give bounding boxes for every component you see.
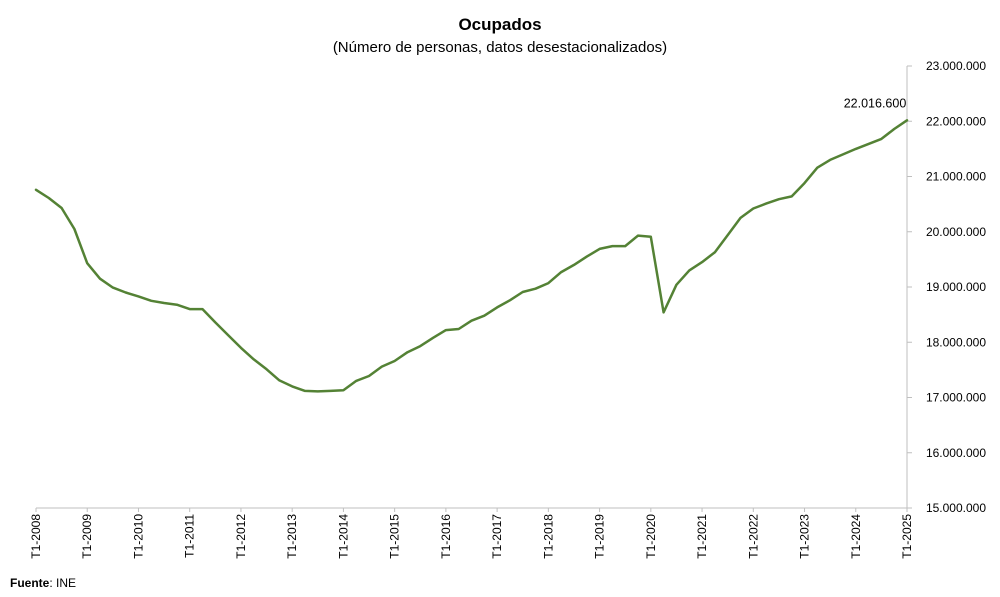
y-tick-label: 16.000.000	[926, 446, 986, 460]
x-tick-label: T1-2012	[234, 514, 248, 559]
axes	[36, 66, 908, 509]
x-tick-label: T1-2016	[439, 514, 453, 559]
y-tick-label: 18.000.000	[926, 335, 986, 349]
x-tick-label: T1-2025	[900, 514, 914, 559]
series-line-ocupados	[34, 119, 909, 393]
source-label: Fuente	[10, 576, 50, 590]
y-tick-label: 20.000.000	[926, 225, 986, 239]
x-tick-label: T1-2015	[388, 514, 402, 559]
source-text: : INE	[49, 576, 77, 590]
x-tick-label: T1-2008	[29, 514, 43, 559]
x-tick-label: T1-2009	[80, 514, 94, 559]
y-tick-label: 17.000.000	[926, 391, 986, 405]
y-tick-label: 15.000.000	[926, 501, 986, 515]
x-axis-ticks: T1-2008 T1-2009 T1-2010 T1-2011 T1-2012 T1-20…	[29, 508, 914, 559]
x-tick-label: T1-2021	[695, 514, 709, 559]
y-tick-label: 23.000.000	[926, 59, 986, 73]
x-tick-label: T1-2011	[183, 514, 197, 558]
x-tick-label: T1-2017	[490, 514, 504, 559]
chart-title: Ocupados	[458, 15, 541, 34]
y-tick-label: 22.000.000	[926, 114, 986, 128]
source-note: Fuente: INE	[10, 576, 76, 590]
x-tick-label: T1-2019	[593, 514, 607, 559]
y-tick-label: 19.000.000	[926, 280, 986, 294]
series-group	[34, 119, 909, 393]
last-value-annotation: 22.016.600	[844, 96, 907, 110]
chart-subtitle: (Número de personas, datos desestacional…	[333, 39, 667, 56]
x-tick-label: T1-2022	[746, 514, 760, 559]
x-tick-label: T1-2020	[644, 514, 658, 559]
x-tick-label: T1-2013	[285, 514, 299, 559]
y-axis-ticks: 15.000.000 16.000.000 17.000.000 18.000.000…	[907, 59, 986, 515]
x-tick-label: T1-2023	[798, 514, 812, 559]
x-tick-label: T1-2018	[541, 514, 555, 559]
x-tick-label: T1-2010	[131, 514, 145, 559]
x-tick-label: T1-2014	[336, 514, 350, 559]
x-tick-label: T1-2024	[849, 514, 863, 559]
y-tick-label: 21.000.000	[926, 170, 986, 184]
